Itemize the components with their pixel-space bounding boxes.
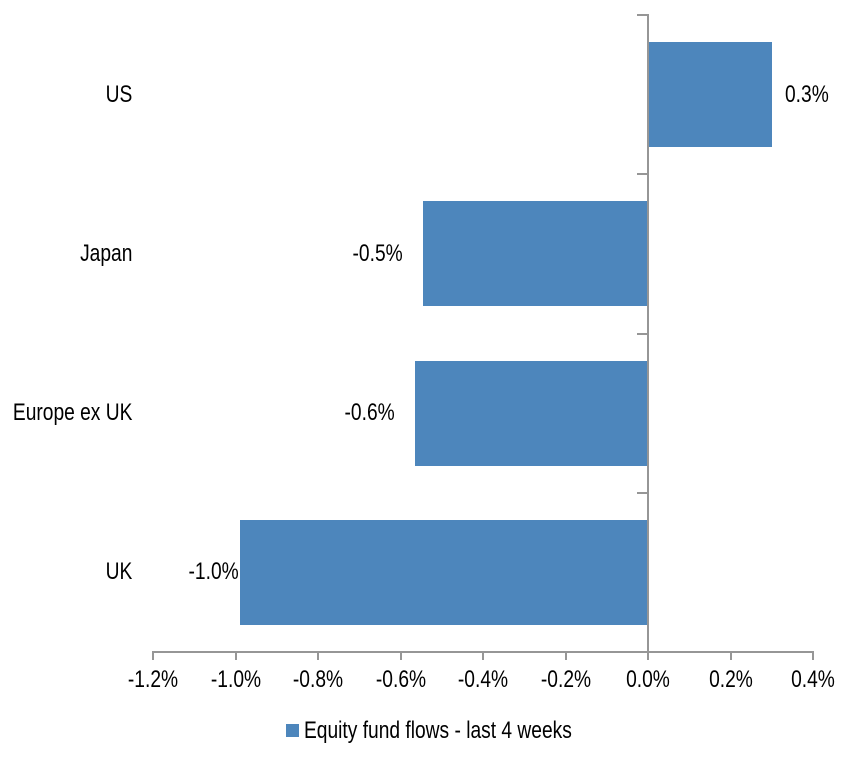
data-label-japan: -0.5% [353, 239, 404, 267]
category-label-europe-ex-uk: Europe ex UK [12, 399, 132, 427]
data-label-us: 0.3% [784, 80, 829, 108]
x-axis-tick [152, 652, 154, 660]
y-axis-tick [637, 332, 647, 335]
legend-square-icon [286, 724, 299, 737]
x-axis-tick-label: -1.0% [210, 666, 261, 693]
y-axis-tick [637, 14, 647, 16]
data-label-uk: -1.0% [188, 558, 239, 586]
bar-us [648, 42, 772, 148]
x-axis-tick-label: -0.4% [457, 666, 509, 693]
y-axis-tick [637, 173, 647, 176]
x-axis-tick-label: -1.2% [127, 666, 179, 693]
y-axis-tick [637, 491, 647, 494]
bar-europe-ex-uk [414, 360, 648, 466]
x-axis-tick [564, 652, 567, 660]
x-axis-tick [234, 652, 237, 660]
category-label-us: US [105, 80, 132, 108]
y-axis [647, 14, 649, 652]
category-label-japan: Japan [79, 239, 132, 267]
x-axis-tick [482, 652, 484, 660]
x-axis-tick [399, 652, 402, 660]
x-axis-tick-label: 0.2% [708, 666, 753, 693]
x-axis-tick-label: -0.8% [292, 666, 344, 693]
category-label-uk: UK [105, 558, 132, 586]
x-axis-tick [647, 652, 649, 660]
bar-japan [423, 201, 648, 307]
x-axis-tick-label: 0.0% [626, 666, 670, 693]
x-axis-tick-label: -0.2% [540, 666, 591, 693]
data-label-europe-ex-uk: -0.6% [344, 399, 395, 427]
x-axis-tick [317, 652, 319, 660]
x-axis-tick [812, 652, 814, 660]
legend-label: Equity fund flows - last 4 weeks [304, 717, 572, 744]
x-axis-tick [729, 652, 732, 660]
bar-uk [239, 519, 648, 625]
x-axis-tick-label: -0.6% [375, 666, 426, 693]
x-axis-tick-label: 0.4% [791, 666, 835, 693]
